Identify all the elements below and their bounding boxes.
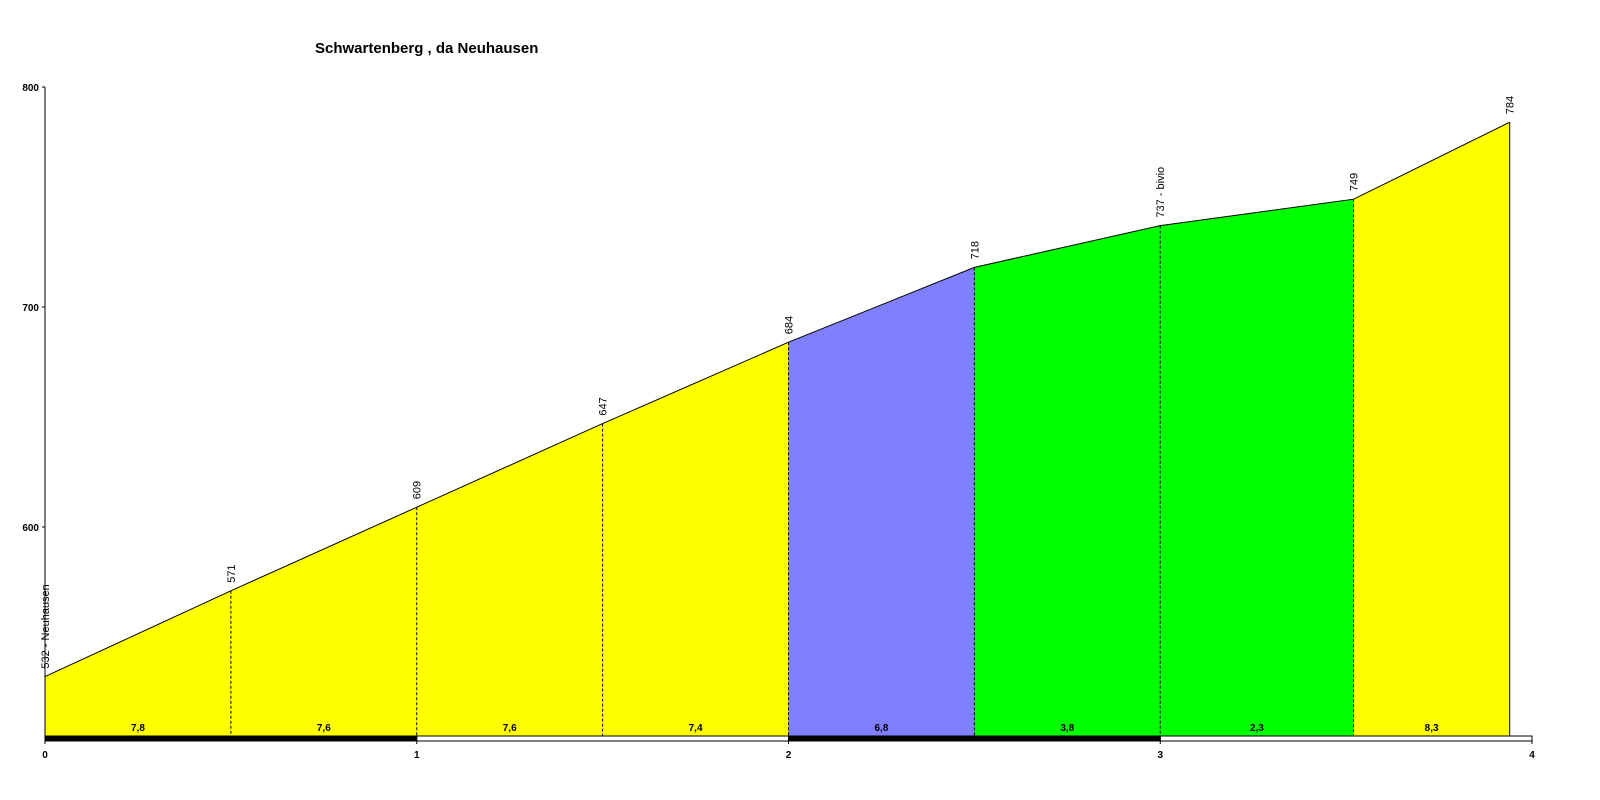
segment-area	[230, 507, 417, 736]
segment-area	[1353, 122, 1510, 736]
segment-area	[788, 267, 975, 736]
segment-area	[602, 342, 789, 736]
distance-bar	[416, 735, 789, 742]
gradient-label: 7,4	[689, 723, 703, 734]
point-label: 532 - Neuhausen	[40, 584, 52, 668]
x-tick-label: 3	[1157, 750, 1163, 761]
segment-area	[1160, 199, 1354, 736]
point-label: 609	[412, 481, 424, 499]
profile-line	[44, 121, 1510, 678]
y-tick-label: 800	[22, 83, 39, 94]
segment-area	[45, 590, 231, 736]
segment-area	[416, 423, 603, 736]
segment-area	[974, 225, 1161, 736]
x-tick-label: 4	[1529, 750, 1535, 761]
gradient-label: 6,8	[874, 723, 888, 734]
gradient-label: 7,8	[131, 723, 145, 734]
point-label: 684	[784, 316, 796, 334]
point-label: 718	[969, 241, 981, 259]
distance-bar	[788, 735, 1161, 742]
x-tick-label: 1	[414, 750, 420, 761]
y-tick-label: 700	[22, 303, 39, 314]
gradient-label: 7,6	[317, 723, 331, 734]
y-tick-label: 600	[22, 523, 39, 534]
x-tick-label: 0	[42, 750, 48, 761]
point-label: 647	[598, 397, 610, 415]
distance-bar	[44, 735, 418, 742]
x-tick-label: 2	[786, 750, 792, 761]
point-label: 737 - bivio	[1155, 167, 1167, 218]
gradient-label: 3,8	[1060, 723, 1074, 734]
gradient-label: 8,3	[1425, 723, 1439, 734]
distance-bar	[1159, 735, 1533, 742]
point-label: 749	[1349, 173, 1361, 191]
point-label: 784	[1505, 96, 1517, 114]
gradient-label: 2,3	[1250, 723, 1264, 734]
point-label: 571	[226, 564, 238, 582]
chart-title: Schwartenberg , da Neuhausen	[315, 40, 538, 57]
gradient-label: 7,6	[503, 723, 517, 734]
